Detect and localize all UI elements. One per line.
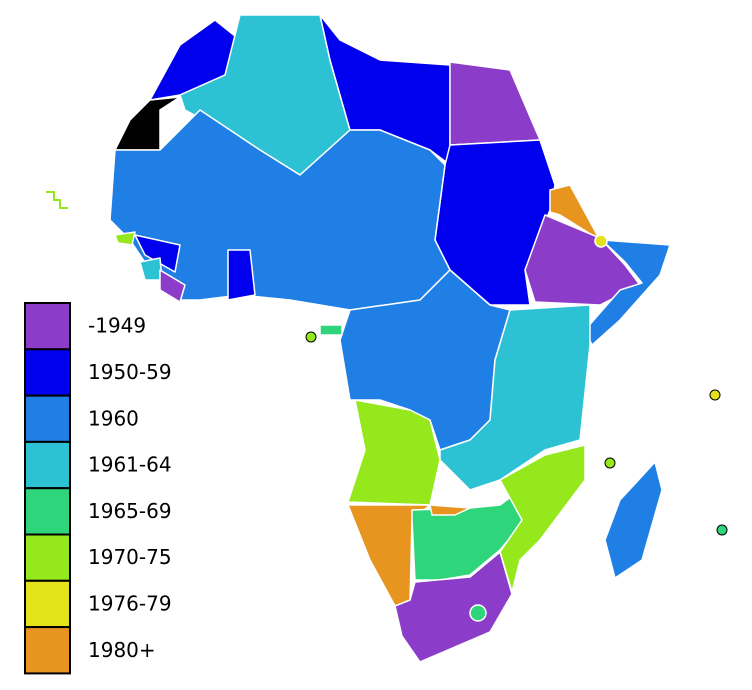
sao-tome bbox=[305, 331, 317, 343]
libya-tunisia bbox=[319, 14, 451, 166]
legend-label: 1961-64 bbox=[88, 453, 172, 477]
lesotho bbox=[469, 604, 487, 622]
legend: -1949 1950-59 1960 1961-64 1965-69 1970-75 197… bbox=[24, 302, 172, 675]
mauritius bbox=[716, 524, 728, 536]
legend-swatch bbox=[24, 579, 71, 629]
legend-swatch bbox=[24, 440, 71, 490]
djibouti bbox=[594, 234, 608, 248]
cape-verde bbox=[46, 191, 68, 209]
ghana bbox=[227, 249, 256, 301]
liberia bbox=[159, 269, 186, 303]
guinea bbox=[134, 234, 181, 273]
legend-label: 1980+ bbox=[88, 638, 156, 662]
legend-swatch bbox=[24, 394, 71, 443]
mozambique bbox=[499, 444, 586, 593]
egypt bbox=[449, 61, 541, 146]
legend-swatch bbox=[24, 533, 71, 582]
legend-label: 1965-69 bbox=[88, 499, 172, 523]
comoros bbox=[709, 389, 721, 401]
madagascar bbox=[604, 461, 663, 579]
legend-label: -1949 bbox=[88, 314, 146, 338]
legend-label: 1970-75 bbox=[88, 545, 172, 569]
east-africa bbox=[439, 304, 591, 491]
legend-swatch bbox=[24, 348, 71, 397]
legend-swatch bbox=[24, 487, 71, 536]
sierra-leone bbox=[139, 257, 163, 281]
legend-label: 1976-79 bbox=[88, 591, 172, 615]
south-africa bbox=[394, 551, 513, 663]
legend-label: 1960 bbox=[88, 406, 139, 430]
seychelles-dot bbox=[604, 457, 616, 469]
equatorial-guinea bbox=[319, 324, 343, 336]
legend-label: 1950-59 bbox=[88, 360, 172, 384]
angola bbox=[347, 399, 441, 506]
eritrea bbox=[549, 184, 601, 241]
guinea-bissau bbox=[114, 231, 136, 246]
regions bbox=[46, 14, 728, 663]
legend-swatch bbox=[24, 302, 71, 351]
legend-swatch bbox=[24, 626, 71, 675]
zimbabwe bbox=[429, 504, 471, 516]
